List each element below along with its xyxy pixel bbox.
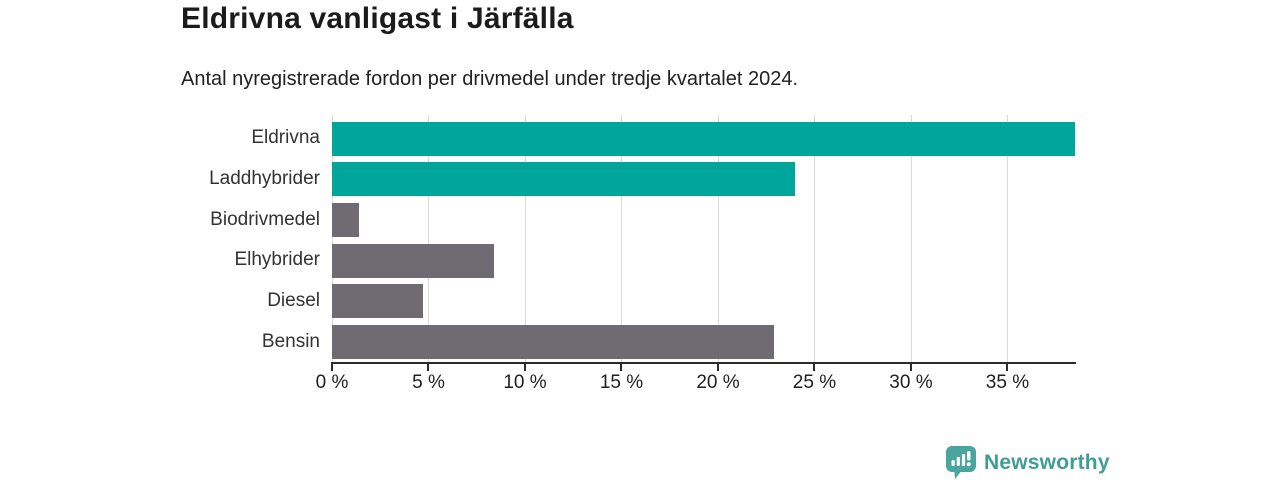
x-tick-label: 10 % <box>503 372 547 393</box>
x-tick-label: 0 % <box>315 372 349 393</box>
gridline <box>910 115 912 362</box>
chart-subtitle: Antal nyregistrerade fordon per drivmede… <box>181 68 799 90</box>
category-label-bensin: Bensin <box>261 330 320 352</box>
gridline <box>524 115 526 362</box>
bar-laddhybrider <box>332 162 796 197</box>
x-tick-label: 25 % <box>792 372 837 393</box>
bar-chart-speech-bubble-icon <box>946 446 976 479</box>
x-tick <box>620 364 623 371</box>
gridline <box>428 115 430 362</box>
x-tick-label: 5 % <box>412 372 445 393</box>
x-tick <box>1006 364 1009 371</box>
bar-row <box>332 118 1075 159</box>
bar-eldrivna <box>332 121 1075 156</box>
newsworthy-logo: Newsworthy <box>946 446 1110 479</box>
gridline <box>621 115 623 362</box>
bar-row <box>332 240 1075 281</box>
brand-name: Newsworthy <box>984 450 1110 474</box>
x-tick-label: 35 % <box>985 372 1030 393</box>
x-axis-line <box>331 362 1076 364</box>
bar-bensin <box>332 324 774 359</box>
category-label-elhybrider: Elhybrider <box>234 249 320 271</box>
x-tick <box>716 364 719 371</box>
bar-biodrivmedel <box>332 202 360 237</box>
x-tick <box>331 364 333 371</box>
x-tick <box>427 364 430 371</box>
category-label-eldrivna: Eldrivna <box>251 127 320 149</box>
x-tick <box>523 364 526 371</box>
plot-area <box>332 115 1075 362</box>
bar-row <box>332 321 1075 362</box>
bar-diesel <box>332 284 423 319</box>
x-tick <box>813 364 816 371</box>
gridline <box>332 115 333 362</box>
gridline <box>717 115 719 362</box>
y-axis-category-labels: Eldrivna Laddhybrider Biodrivmedel Elhybrid… <box>140 118 320 362</box>
gridline <box>1007 115 1009 362</box>
bar-row <box>332 199 1075 240</box>
x-tick-label: 20 % <box>696 372 740 393</box>
chart-title: Eldrivna vanligast i Järfälla <box>181 2 574 35</box>
x-tick <box>909 364 912 371</box>
x-tick-label: 15 % <box>599 372 644 393</box>
bar-row <box>332 281 1075 322</box>
category-label-biodrivmedel: Biodrivmedel <box>210 208 320 230</box>
category-label-laddhybrider: Laddhybrider <box>209 167 320 189</box>
gridline <box>814 115 816 362</box>
category-label-diesel: Diesel <box>267 289 320 311</box>
x-tick-label: 30 % <box>889 372 933 393</box>
bar-row <box>332 159 1075 200</box>
bar-elhybrider <box>332 243 495 278</box>
